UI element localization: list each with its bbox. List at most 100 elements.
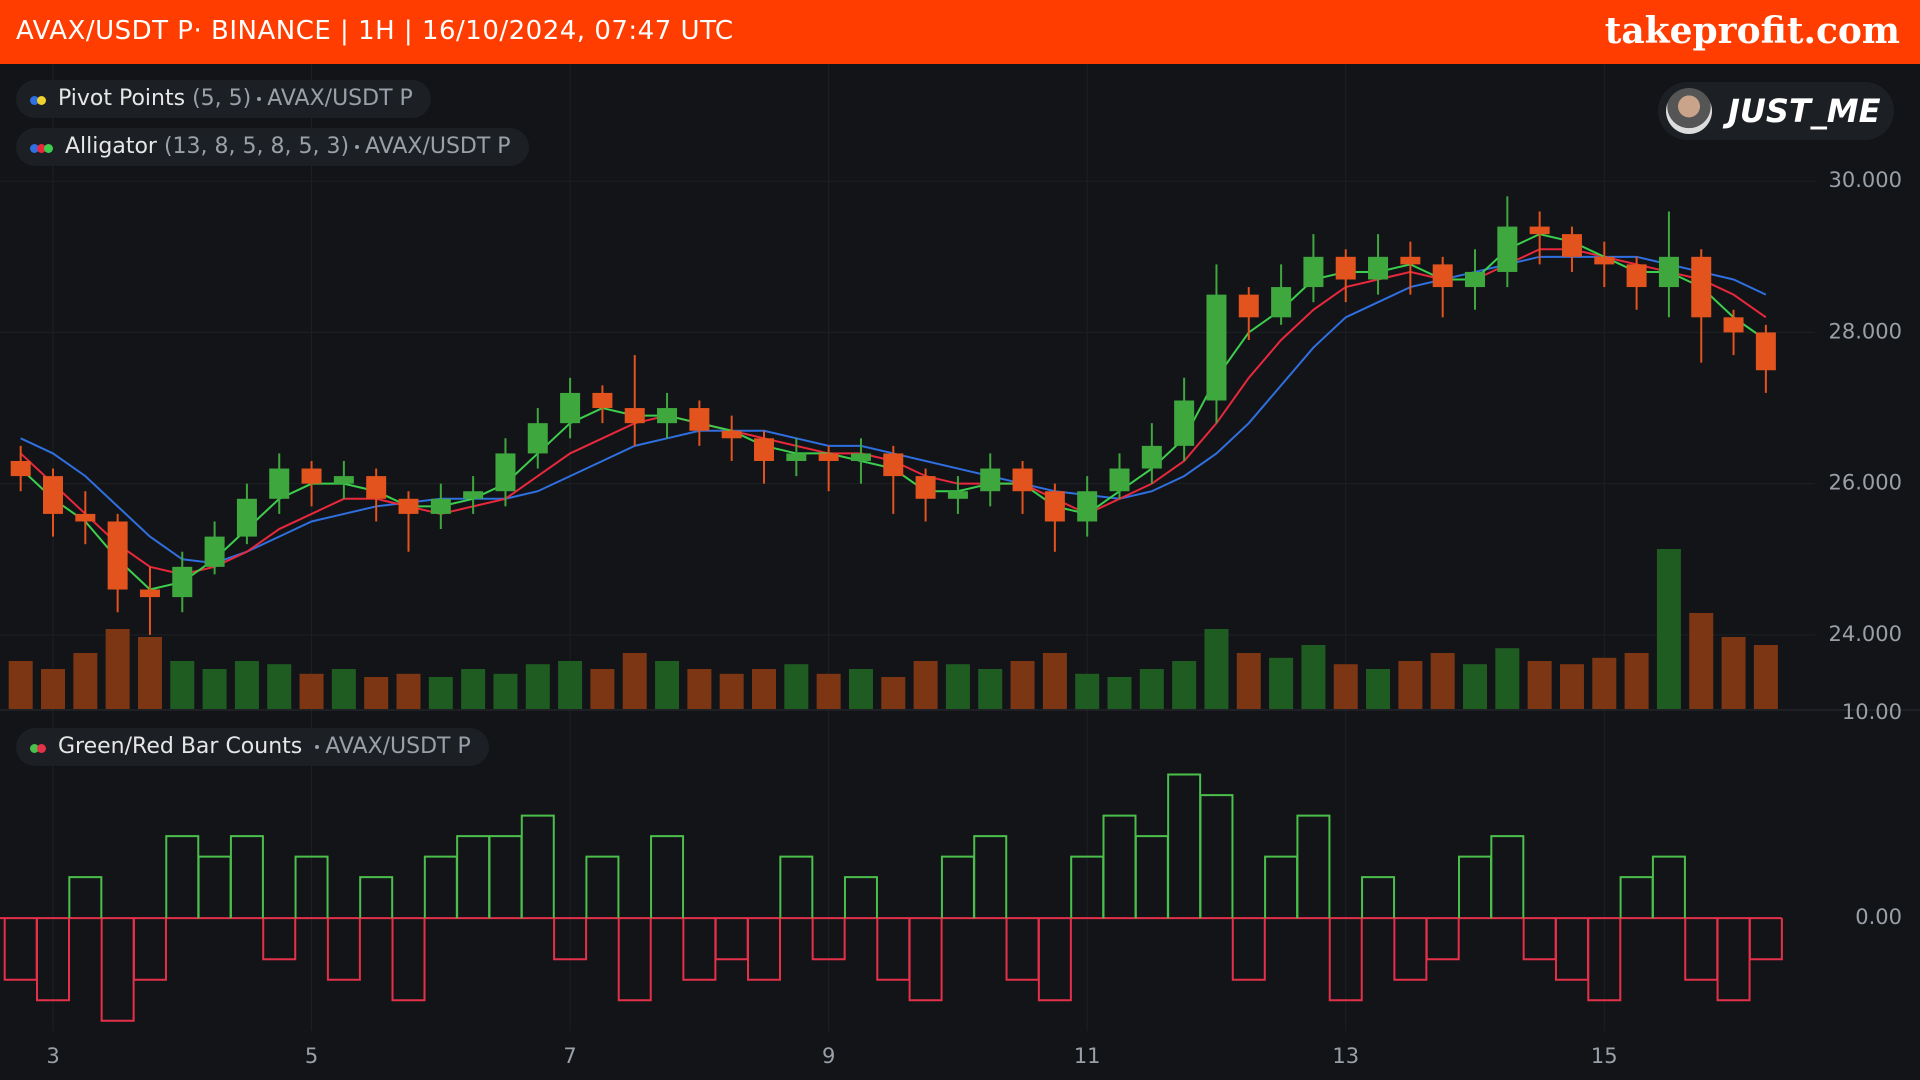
count-step — [973, 835, 1008, 919]
legend-alligator[interactable]: Alligator (13, 8, 5, 8, 5, 3) AVAX/USDT P — [16, 128, 529, 166]
candle-body — [1141, 445, 1162, 469]
candle-body — [624, 408, 645, 424]
count-step — [1102, 814, 1137, 919]
volume-bar — [1366, 669, 1391, 709]
candle-body — [10, 460, 31, 477]
count-step — [1005, 918, 1040, 981]
candle-body — [398, 498, 419, 514]
candle-body — [236, 498, 257, 537]
count-step — [1264, 855, 1299, 919]
x-tick-label: 11 — [1074, 1044, 1101, 1068]
count-step — [1490, 835, 1525, 919]
y-tick-label: 0.00 — [1855, 905, 1902, 929]
candle-body — [786, 453, 807, 461]
volume-bar — [8, 661, 33, 709]
volume-bar — [202, 669, 227, 709]
candle-body — [947, 491, 968, 499]
count-step — [456, 835, 491, 919]
volume-bar — [1236, 653, 1261, 709]
candle-body — [204, 536, 225, 567]
count-step — [326, 918, 361, 981]
candle-body — [75, 513, 96, 522]
candle-body — [657, 408, 678, 424]
candle-body — [1271, 287, 1292, 318]
count-step — [714, 918, 749, 961]
count-step — [294, 855, 329, 919]
count-step — [747, 918, 782, 981]
count-step — [1328, 918, 1363, 1002]
count-step — [132, 918, 167, 981]
candle-body — [818, 453, 839, 461]
volume-bar — [719, 673, 744, 709]
x-tick-label: 5 — [305, 1044, 318, 1068]
volume-bar — [525, 664, 550, 709]
candle-body — [172, 566, 193, 598]
count-step — [617, 918, 652, 1002]
volume-bar — [913, 661, 938, 709]
indicator-symbol: AVAX/USDT P — [267, 86, 413, 111]
count-step — [488, 835, 523, 919]
y-tick-label: 24.000 — [1829, 622, 1902, 646]
candle-body — [689, 408, 710, 431]
legend-bar-counts[interactable]: Green/Red Bar Counts AVAX/USDT P — [16, 728, 489, 766]
candle-body — [592, 392, 613, 409]
candle-body — [1303, 256, 1324, 288]
candle-body — [1529, 226, 1550, 235]
candle-body — [1400, 256, 1421, 265]
volume-bar — [1592, 657, 1617, 709]
user-badge[interactable]: JUST_ME — [1658, 82, 1894, 140]
count-step — [197, 855, 232, 919]
user-name: JUST_ME — [1728, 92, 1881, 130]
volume-bar — [1172, 661, 1197, 709]
count-step — [1748, 918, 1783, 961]
count-step — [682, 918, 717, 981]
volume-bar — [1656, 549, 1681, 709]
candle-body — [1497, 226, 1518, 272]
count-step — [1296, 814, 1331, 919]
candle-body — [1561, 234, 1582, 257]
candle-body — [1012, 468, 1033, 492]
count-step — [262, 918, 297, 961]
count-step — [423, 855, 458, 919]
volume-bar — [558, 661, 583, 709]
count-step — [1651, 855, 1686, 919]
count-step — [3, 918, 38, 981]
candle-body — [1238, 294, 1259, 318]
volume-bar — [461, 669, 486, 709]
brand[interactable]: takeprofit.com — [1604, 10, 1900, 52]
volume-bar — [1463, 664, 1488, 709]
count-step — [908, 918, 943, 1002]
count-step — [1554, 918, 1589, 981]
candle-body — [495, 453, 516, 492]
candle-body — [850, 453, 871, 461]
volume-bar — [364, 677, 389, 709]
candle-body — [754, 438, 775, 461]
candle-body — [333, 476, 354, 484]
count-step — [1199, 794, 1234, 919]
candle-body — [1691, 256, 1712, 318]
count-step — [391, 918, 426, 1002]
volume-bar — [590, 669, 615, 709]
volume-bar — [331, 669, 356, 709]
indicator-symbol: AVAX/USDT P — [325, 734, 471, 759]
volume-bar — [848, 669, 873, 709]
y-tick-label: 26.000 — [1829, 471, 1902, 495]
count-step — [1458, 855, 1493, 919]
volume-bar — [784, 664, 809, 709]
legend-pivot[interactable]: Pivot Points (5, 5) AVAX/USDT P — [16, 80, 431, 118]
candle-body — [1626, 264, 1647, 288]
candle-body — [1723, 317, 1744, 333]
count-step — [1716, 918, 1751, 1002]
candle-body — [366, 476, 387, 499]
volume-bar — [1527, 661, 1552, 709]
x-tick-label: 13 — [1332, 1044, 1359, 1068]
candle-body — [721, 430, 742, 439]
count-step — [1361, 876, 1396, 919]
indicator-name: Pivot Points — [58, 86, 186, 111]
count-step — [811, 918, 846, 961]
x-tick-label: 7 — [563, 1044, 576, 1068]
volume-bar — [978, 669, 1003, 709]
volume-bar — [493, 673, 518, 709]
volume-bar — [73, 653, 98, 709]
